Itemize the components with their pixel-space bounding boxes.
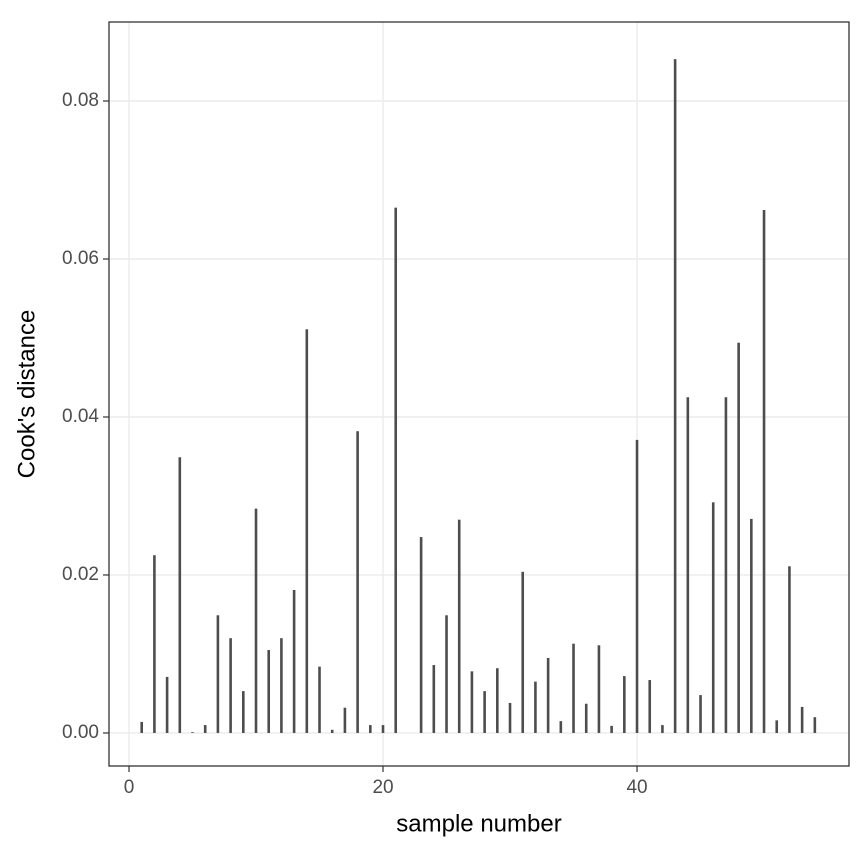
bar — [724, 397, 728, 733]
y-tick-label: 0.04 — [62, 406, 99, 427]
bar — [699, 695, 702, 733]
bar — [216, 615, 220, 733]
bar — [369, 725, 372, 733]
bar — [254, 508, 258, 733]
bar — [203, 725, 207, 733]
bar — [610, 725, 613, 733]
bar — [318, 666, 321, 733]
bar — [800, 706, 804, 733]
bar — [457, 519, 461, 733]
bar — [661, 725, 664, 733]
y-tick-label: 0.08 — [62, 90, 99, 111]
bar — [686, 397, 690, 733]
bar — [623, 676, 626, 733]
bar — [508, 702, 512, 733]
bar — [470, 671, 474, 733]
bar — [496, 668, 499, 733]
bar — [343, 707, 347, 733]
bar — [546, 657, 550, 733]
bar — [242, 691, 245, 733]
bar — [305, 329, 309, 733]
panel-border — [108, 21, 850, 767]
bar — [762, 210, 766, 733]
bar — [330, 729, 334, 733]
bar — [432, 665, 436, 733]
bar — [165, 676, 169, 733]
bar — [280, 638, 283, 733]
bar — [191, 732, 194, 733]
y-axis-title: Cook's distance — [13, 310, 40, 479]
bar — [559, 721, 563, 733]
x-tick-label: 40 — [626, 777, 647, 798]
x-tick-label: 0 — [124, 777, 135, 798]
bar — [267, 650, 271, 733]
bar — [445, 615, 448, 733]
bar — [356, 431, 359, 733]
bar — [750, 518, 753, 733]
bar — [737, 342, 740, 733]
bar — [788, 566, 791, 733]
bar — [711, 502, 715, 733]
y-tick-label: 0.00 — [62, 722, 99, 743]
bar — [673, 59, 677, 733]
bar — [381, 725, 385, 733]
x-axis-title: sample number — [396, 810, 561, 837]
bar — [534, 681, 537, 733]
bar — [178, 457, 182, 733]
x-tick-label: 20 — [372, 777, 393, 798]
bar — [597, 645, 601, 733]
bar — [635, 439, 639, 733]
bar — [229, 638, 232, 733]
y-tick-label: 0.02 — [62, 564, 99, 585]
bar — [813, 717, 817, 733]
bar — [140, 721, 144, 733]
bar — [153, 555, 156, 733]
bar — [419, 537, 423, 733]
bar — [584, 703, 588, 733]
bar — [572, 643, 575, 733]
bar — [292, 589, 296, 733]
bar — [775, 720, 779, 733]
bar — [483, 691, 486, 733]
bar — [648, 680, 652, 733]
bar — [521, 571, 525, 733]
y-tick-label: 0.06 — [62, 248, 99, 269]
bar — [394, 207, 398, 733]
